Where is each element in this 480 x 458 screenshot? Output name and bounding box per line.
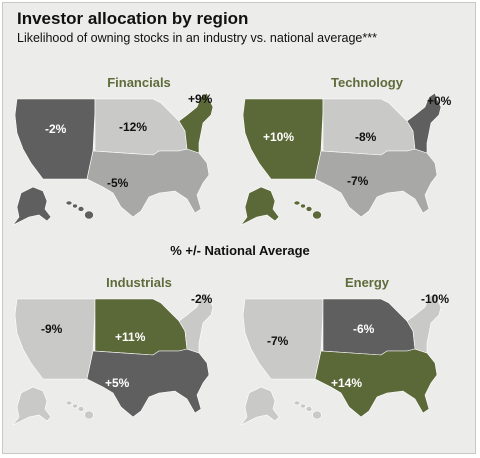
chart-frame: Investor allocation by region Likelihood… (2, 2, 476, 454)
region-hawaii (65, 200, 94, 220)
label-west: +10% (263, 130, 294, 144)
region-alaska (12, 386, 52, 426)
label-northeast: -2% (191, 292, 213, 306)
label-south: -5% (107, 176, 129, 190)
region-west (14, 98, 96, 180)
label-west: -2% (45, 122, 67, 136)
map-title-technology: Technology (331, 75, 403, 90)
label-west: -7% (267, 334, 289, 348)
map-title-industrials: Industrials (106, 275, 172, 290)
label-northeast: +9% (188, 92, 213, 106)
region-alaska (240, 386, 280, 426)
map-financials: -2% -12% -5% +9% (12, 92, 214, 226)
map-title-financials: Financials (107, 75, 171, 90)
region-hawaii (293, 400, 322, 420)
region-west (14, 298, 96, 380)
region-alaska (240, 186, 280, 226)
region-midwest (322, 98, 416, 156)
label-midwest: -8% (355, 130, 377, 144)
map-industrials: -9% +11% +5% -2% (12, 292, 214, 426)
page-subtitle: Likelihood of owning stocks in an indust… (17, 31, 377, 45)
label-midwest: -12% (119, 120, 147, 134)
map-energy: -7% -6% +14% -10% (240, 292, 449, 426)
label-northeast: +0% (427, 94, 452, 108)
region-hawaii (293, 200, 322, 220)
region-midwest (94, 298, 188, 356)
region-alaska (12, 186, 52, 226)
label-south: -7% (347, 174, 369, 188)
page-title: Investor allocation by region (17, 9, 249, 28)
label-south: +14% (331, 376, 362, 390)
region-south (314, 148, 438, 218)
label-northeast: -10% (421, 292, 449, 306)
region-hawaii (65, 400, 94, 420)
label-midwest: +11% (115, 330, 146, 344)
region-south (86, 148, 210, 218)
label-south: +5% (105, 376, 130, 390)
map-title-energy: Energy (344, 275, 390, 290)
maps-canvas: -2% -12% -5% +9% +10% -8% -7% +0% -9% +1 (12, 92, 452, 426)
label-midwest: -6% (353, 322, 375, 336)
legend-label: % +/- National Average (170, 243, 310, 258)
label-west: -9% (41, 322, 63, 336)
map-technology: +10% -8% -7% +0% (240, 92, 452, 226)
